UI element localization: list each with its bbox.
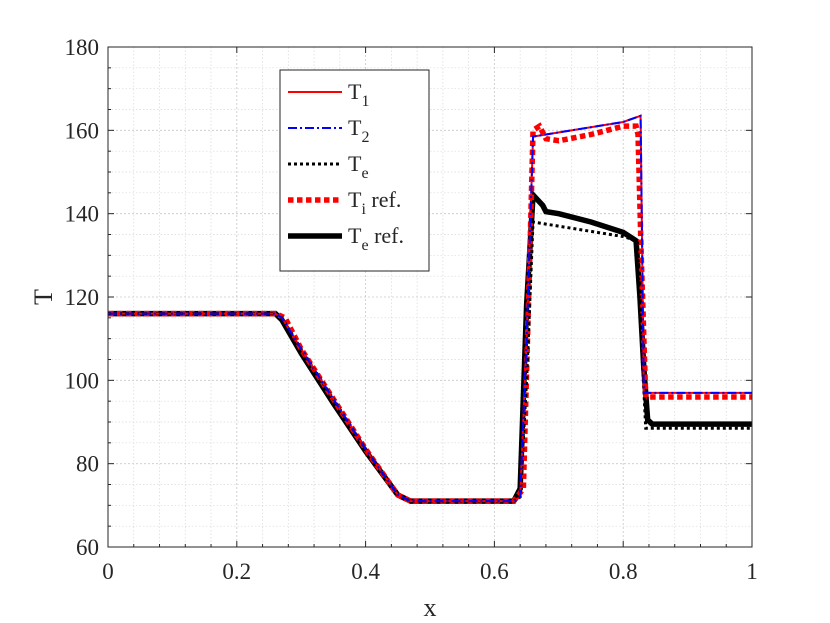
x-tick-label: 0.6 [480, 559, 509, 584]
x-tick-label: 0.8 [609, 559, 638, 584]
legend-label-base: T [348, 223, 362, 248]
series-line-te-ref [108, 188, 752, 504]
x-tick-label: 1 [746, 559, 758, 584]
legend-label-base: T [348, 187, 362, 212]
series-layer [108, 114, 752, 504]
x-tick-labels: 0 0.2 0.4 0.6 0.8 1 [102, 559, 758, 584]
y-axis-label: T [29, 289, 58, 305]
legend-label: T2 [348, 115, 369, 146]
x-tick-label: 0 [102, 559, 114, 584]
legend-label-subscript: 2 [361, 129, 369, 146]
legend-label-suffix: ref. [369, 223, 404, 248]
legend-label: Te [348, 151, 369, 182]
y-tick-label: 100 [65, 368, 100, 393]
y-tick-label: 140 [65, 202, 100, 227]
legend-label: T1 [348, 79, 369, 110]
tick-marks [107, 46, 753, 548]
series-line-t2 [108, 114, 752, 503]
series-line-t1 [108, 114, 752, 503]
y-tick-label: 60 [76, 535, 99, 560]
legend-label-subscript: e [361, 237, 368, 254]
legend-label-subscript: e [361, 165, 368, 182]
major-grid [107, 46, 753, 548]
legend-label-subscript: 1 [361, 93, 369, 110]
x-tick-label: 0.2 [222, 559, 251, 584]
x-tick-label: 0.4 [351, 559, 380, 584]
y-tick-label: 120 [65, 285, 100, 310]
legend-label-base: T [348, 151, 362, 176]
legend-label-base: T [348, 79, 362, 104]
y-tick-label: 160 [65, 118, 100, 143]
legend-label-subscript: i [361, 201, 366, 218]
legend-label: Te ref. [348, 223, 404, 254]
legend-label: Ti ref. [348, 187, 401, 218]
legend-label-suffix: ref. [366, 187, 401, 212]
y-tick-labels: 60 80 100 120 140 160 180 [65, 35, 100, 560]
y-tick-label: 80 [76, 452, 99, 477]
y-tick-label: 180 [65, 35, 100, 60]
series-line-te [108, 220, 752, 503]
legend-label-base: T [348, 115, 362, 140]
x-axis-label: x [424, 593, 437, 622]
